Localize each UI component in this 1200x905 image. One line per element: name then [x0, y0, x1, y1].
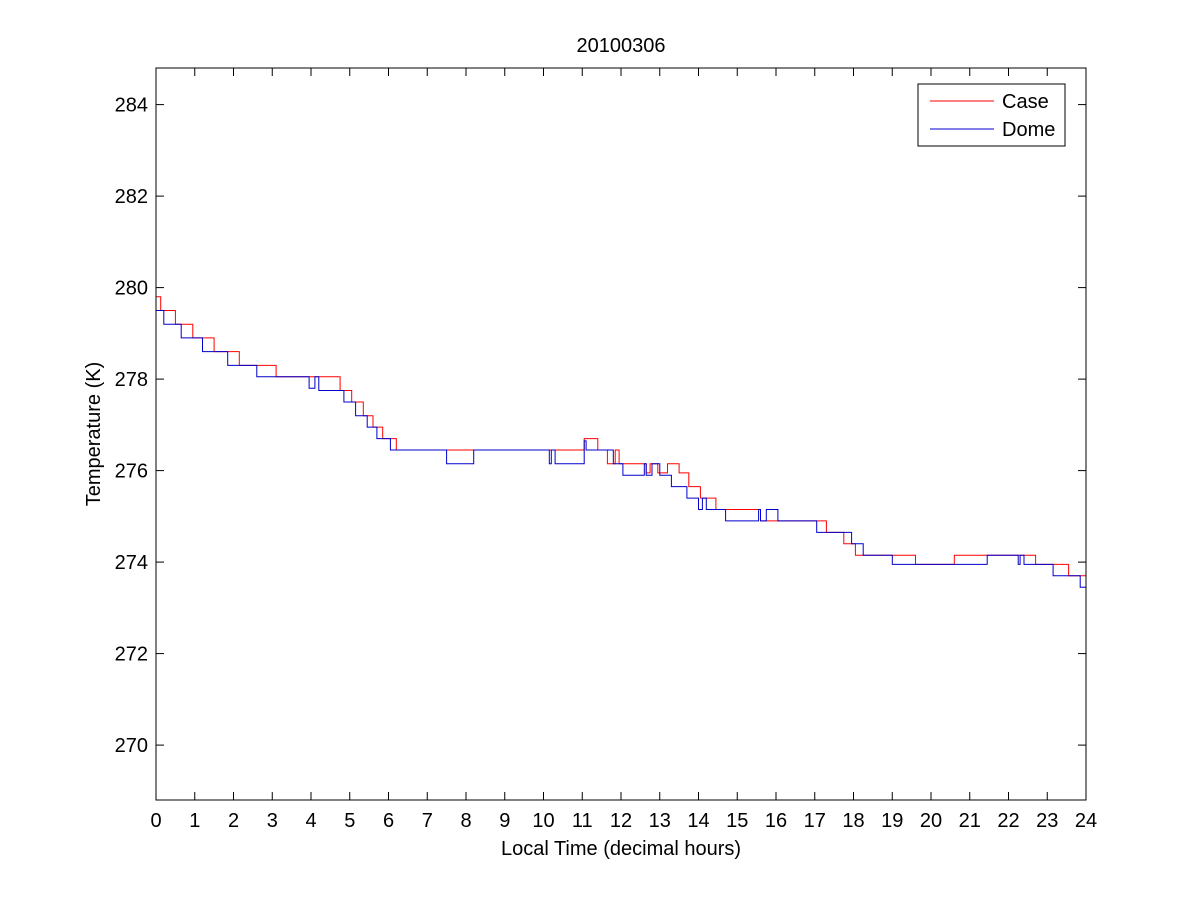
x-axis-label: Local Time (decimal hours)	[501, 838, 741, 860]
x-axis: 0 1 2 3 4 5 6 7 8 9 10 11 12 13 14 15 16 17 18 19 20 21 22 23 24	[150, 68, 1097, 832]
x-tick-label: 17	[804, 810, 826, 832]
legend-box	[917, 83, 1066, 147]
y-axis: 270 272 274 276 278 280 282 284	[115, 95, 1086, 757]
y-tick-label: 278	[115, 369, 148, 391]
y-tick-label: 276	[115, 461, 148, 483]
legend-label-dome: Dome	[1002, 119, 1055, 141]
legend: Case Dome	[917, 83, 1066, 147]
x-tick-label: 5	[344, 810, 355, 832]
x-tick-label: 3	[267, 810, 278, 832]
series-line-dome	[156, 310, 1086, 588]
y-tick-label: 270	[115, 735, 148, 757]
y-axis-label: Temperature (K)	[83, 362, 105, 507]
x-tick-label: 7	[422, 810, 433, 832]
chart-title: 20100306	[577, 35, 666, 57]
x-tick-label: 1	[189, 810, 200, 832]
legend-label-case: Case	[1002, 91, 1049, 113]
x-tick-label: 13	[649, 810, 671, 832]
x-tick-label: 24	[1075, 810, 1097, 832]
x-tick-label: 12	[610, 810, 632, 832]
y-tick-label: 272	[115, 644, 148, 666]
x-tick-label: 2	[228, 810, 239, 832]
x-tick-label: 19	[881, 810, 903, 832]
x-tick-label: 4	[305, 810, 316, 832]
x-tick-label: 0	[150, 810, 161, 832]
series-layer	[156, 296, 1086, 588]
x-tick-label: 11	[572, 810, 593, 832]
x-tick-label: 23	[1036, 810, 1058, 832]
x-tick-label: 14	[687, 810, 709, 832]
x-tick-label: 10	[532, 810, 554, 832]
x-tick-label: 20	[920, 810, 942, 832]
x-tick-label: 21	[959, 810, 981, 832]
x-tick-label: 8	[460, 810, 471, 832]
y-tick-label: 282	[115, 186, 148, 208]
y-tick-label: 284	[115, 95, 148, 117]
x-tick-label: 15	[726, 810, 748, 832]
x-tick-label: 6	[383, 810, 394, 832]
x-tick-label: 16	[765, 810, 787, 832]
x-tick-label: 18	[842, 810, 864, 832]
x-tick-label: 9	[499, 810, 510, 832]
x-tick-label: 22	[997, 810, 1019, 832]
y-tick-label: 280	[115, 278, 148, 300]
y-tick-label: 274	[115, 552, 148, 574]
